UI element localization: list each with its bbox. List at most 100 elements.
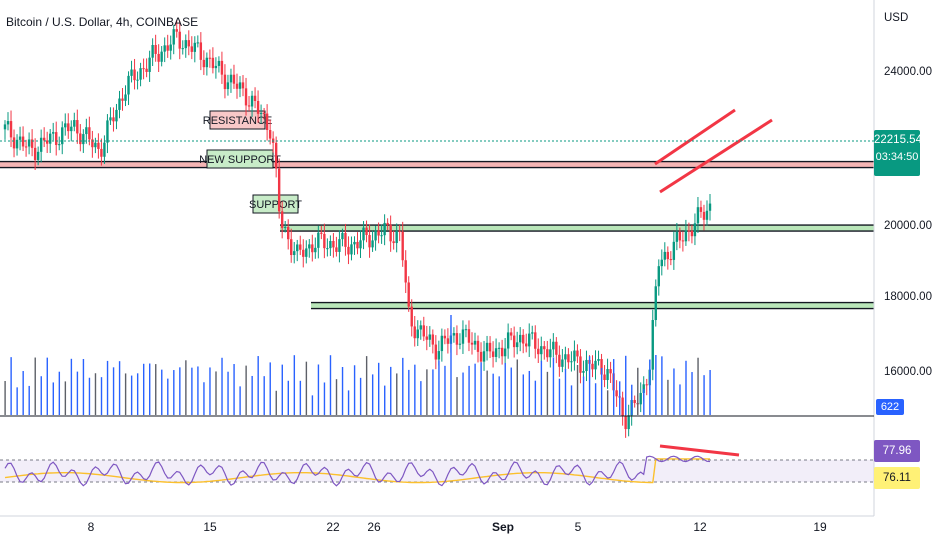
candle-body (696, 207, 700, 224)
volume-bar (697, 357, 699, 415)
candle-body (681, 240, 685, 242)
candle-body (190, 46, 193, 52)
candle-body (422, 325, 425, 337)
candle-body (585, 359, 588, 372)
candle-body (256, 100, 260, 114)
candle-body (76, 120, 79, 134)
volume-bar (504, 362, 506, 415)
candle-body (506, 332, 510, 349)
candle-body (579, 356, 582, 373)
candle-body (350, 244, 353, 255)
volume-bar (552, 357, 555, 415)
candle-body (377, 230, 380, 236)
candle-body (178, 31, 181, 49)
candle-body (371, 240, 374, 248)
candle-body (419, 325, 422, 330)
volume-bar (582, 376, 585, 415)
candle-body (232, 74, 236, 84)
channel-lower-line (659, 118, 773, 194)
candle-body (470, 342, 474, 345)
volume-bar (82, 358, 85, 415)
candle-body (344, 232, 347, 247)
volume-bar (426, 369, 428, 415)
volume-bar (239, 386, 241, 415)
candle-body (666, 251, 670, 260)
candle-body (525, 343, 528, 347)
candle-body (6, 121, 10, 125)
candle-body (555, 341, 558, 355)
volume-bar (251, 375, 253, 415)
candle-body (705, 210, 709, 220)
volume-bar (558, 378, 561, 415)
volume-bar (269, 362, 271, 415)
levels-layer: RESISTANCE NEW SUPPORT SUPPORT (0, 110, 874, 310)
volume-bar (203, 382, 205, 415)
candle-body (184, 40, 187, 49)
volume-bar (329, 355, 332, 415)
volume-bar (655, 355, 657, 415)
volume-bar (209, 367, 211, 415)
volume-bar (34, 357, 36, 415)
x-tick-label: 22 (326, 520, 340, 534)
candle-body (145, 68, 148, 72)
candle-body (425, 336, 428, 340)
candle-body (401, 231, 404, 261)
candle-body (287, 226, 290, 240)
candle-body (392, 241, 395, 244)
y-tick-label: 18000.00 (884, 291, 932, 303)
candle-body (488, 342, 492, 352)
x-tick-label: 8 (87, 520, 95, 534)
candle-body (70, 126, 73, 132)
volume-bar (58, 371, 61, 415)
level-band (0, 161, 874, 168)
candle-body (531, 332, 534, 334)
candle-body (434, 344, 438, 360)
x-tick-label: 26 (367, 520, 381, 534)
volume-bar (136, 373, 139, 415)
candle-body (45, 140, 49, 144)
candle-body (597, 359, 600, 361)
candle-body (262, 112, 266, 114)
candle-body (518, 334, 522, 343)
candle-body (302, 249, 305, 257)
volume-bar (341, 367, 344, 415)
level-label-box (206, 149, 274, 169)
candle-body (491, 351, 495, 357)
candle-body (482, 351, 486, 362)
candle-body (383, 222, 386, 236)
volume-bar (233, 364, 235, 415)
volume-bar (155, 364, 157, 415)
candle-body (118, 98, 121, 110)
candle-body (494, 348, 498, 357)
level-label-box (209, 110, 266, 130)
candle-body (528, 333, 531, 347)
candle-body (413, 326, 416, 339)
candle-body (27, 139, 31, 147)
candle-body (446, 338, 450, 344)
volume-bar (197, 366, 199, 415)
candle-body (356, 241, 359, 249)
candle-body (317, 232, 320, 248)
volume-bar (390, 366, 392, 415)
candle-body (15, 139, 19, 149)
candle-body (431, 334, 435, 345)
volume-bar (88, 377, 91, 415)
candle-body (235, 83, 239, 89)
candle-body (455, 333, 459, 345)
candle-body (253, 95, 257, 101)
volume-bar (444, 365, 446, 415)
volume-bar (106, 360, 109, 415)
candle-body (693, 223, 697, 237)
volume-bar (221, 357, 223, 415)
volume-bar (359, 377, 362, 415)
candle-body (537, 348, 540, 355)
volume-bar (528, 370, 531, 415)
volume-bar (679, 384, 681, 415)
volume-bar (691, 372, 693, 415)
candle-body (274, 142, 278, 169)
candle-body (268, 130, 272, 139)
volume-bar (516, 359, 518, 415)
volume-value-label: 622 (876, 399, 904, 415)
candle-body (314, 247, 317, 253)
